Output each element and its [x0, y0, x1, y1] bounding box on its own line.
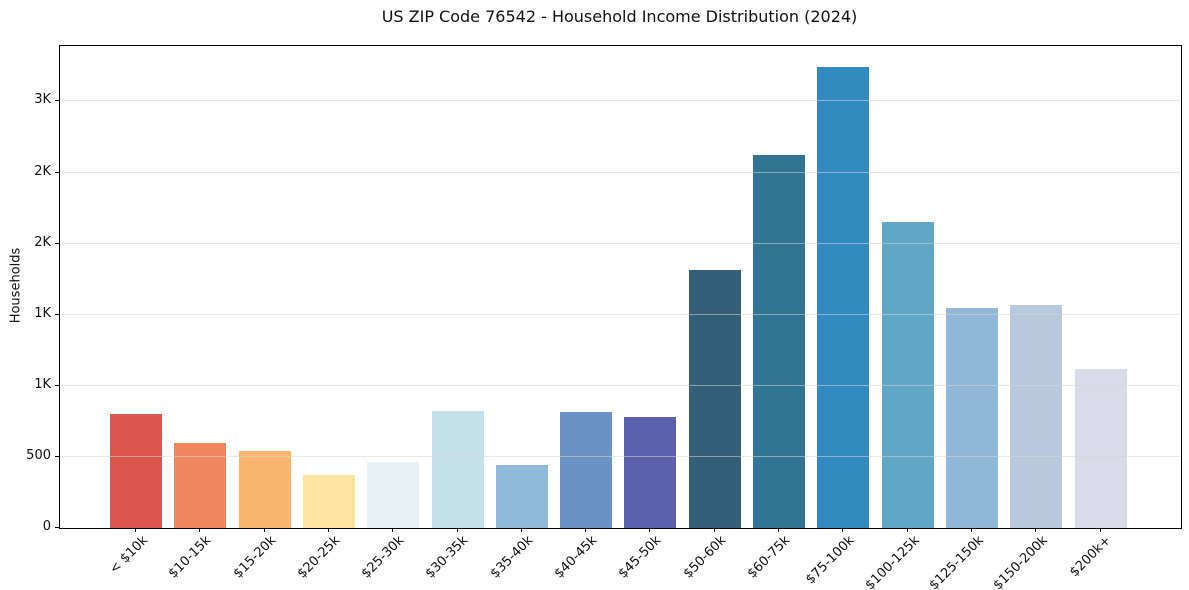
bar-$150-200k	[1010, 305, 1063, 528]
bar-$35-40k	[495, 465, 548, 528]
x-tick-mark	[328, 528, 329, 532]
x-tick-label: $60-75k	[745, 533, 794, 582]
bar-$30-35k	[431, 411, 484, 528]
bar-$25-30k	[367, 462, 420, 528]
bar-$45-50k	[624, 417, 677, 528]
x-tick-mark	[649, 528, 650, 532]
x-tick-mark	[521, 528, 522, 532]
bar-$10-15k	[174, 443, 227, 528]
x-tick-label: $100-125k	[862, 533, 923, 590]
x-tick-label: $125-150k	[926, 533, 987, 590]
x-tick-label: $35-40k	[488, 533, 537, 582]
x-tick-label: $15-20k	[231, 533, 280, 582]
bar-$75-100k	[817, 67, 870, 528]
x-tick-label: $40-45k	[552, 533, 601, 582]
x-tick-mark	[971, 528, 972, 532]
bar-$125-150k	[945, 308, 998, 528]
bar-$15-20k	[238, 451, 291, 528]
plot-area	[59, 45, 1182, 529]
x-tick-mark	[585, 528, 586, 532]
gridline	[60, 455, 1181, 457]
x-tick-label: $45-50k	[616, 533, 665, 582]
x-tick-label: $30-35k	[423, 533, 472, 582]
gridline	[60, 242, 1181, 244]
x-tick-label: $75-100k	[803, 533, 858, 588]
bar-$60-75k	[753, 155, 805, 528]
y-tick-label: 3K	[34, 92, 51, 107]
x-tick-label: $10-15k	[166, 533, 215, 582]
x-tick-mark	[457, 528, 458, 532]
y-tick-mark	[55, 527, 59, 528]
x-tick-mark	[199, 528, 200, 532]
x-tick-mark	[135, 528, 136, 532]
x-tick-mark	[264, 528, 265, 532]
x-tick-mark	[714, 528, 715, 532]
y-tick-mark	[55, 243, 59, 244]
x-tick-mark	[1035, 528, 1036, 532]
bar-$200k+	[1074, 369, 1127, 528]
gridline	[60, 171, 1181, 173]
y-tick-label: 0	[42, 519, 51, 534]
bar-$40-45k	[560, 412, 613, 528]
x-tick-mark	[1100, 528, 1101, 532]
y-tick-mark	[55, 456, 59, 457]
x-tick-mark	[907, 528, 908, 532]
x-tick-mark	[842, 528, 843, 532]
y-tick-mark	[55, 385, 59, 386]
gridline	[60, 100, 1181, 102]
y-tick-mark	[55, 314, 59, 315]
x-tick-label: $150-200k	[990, 533, 1051, 590]
x-tick-mark	[392, 528, 393, 532]
bar-$50-60k	[688, 270, 741, 528]
y-tick-label: 2K	[34, 235, 51, 250]
x-tick-label: $50-60k	[681, 533, 730, 582]
x-tick-mark	[778, 528, 779, 532]
gridline	[60, 313, 1181, 315]
chart-title: US ZIP Code 76542 - Household Income Dis…	[381, 7, 858, 26]
y-tick-label: 1K	[34, 377, 51, 392]
x-tick-label: $200k+	[1067, 533, 1115, 581]
y-tick-mark	[55, 100, 59, 101]
bar-$100-125k	[881, 222, 934, 528]
x-tick-label: $25-30k	[359, 533, 408, 582]
y-tick-label: 2K	[34, 164, 51, 179]
y-tick-mark	[55, 172, 59, 173]
bar-$20-25k	[302, 475, 355, 528]
gridline	[60, 384, 1181, 386]
y-tick-label: 1K	[34, 306, 51, 321]
y-tick-label: 500	[26, 448, 51, 463]
x-tick-label: $20-25k	[295, 533, 344, 582]
bar-< $10k	[110, 414, 162, 528]
x-tick-label: < $10k	[106, 533, 151, 578]
